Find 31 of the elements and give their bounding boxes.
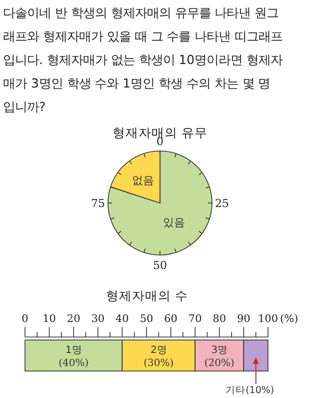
text: 다솔이네 반 학생의 형제자매의 유무를 나타낸 원그 [3,5,279,20]
x-tick-label: 10 [42,313,56,325]
data-label: (40%) [58,358,89,369]
x-tick-label: 100 [258,313,278,325]
data-label: (20%) [204,358,235,369]
x-tick-label: 60 [164,313,178,325]
series-label: 2명 [150,345,167,356]
text: 입니까? [3,99,46,114]
x-tick-label: 50 [140,313,154,325]
data-label: (30%) [144,358,174,369]
x-tick-label: 20 [66,313,80,325]
slice-label: 있음 [162,216,185,229]
text: 75 [91,197,105,210]
text: 50 [153,259,167,272]
x-tick-label: 70 [188,313,202,325]
series-label: 3명 [211,345,228,356]
x-axis-title: (%) [280,313,298,325]
chart-title: 형제자매의 수 [106,288,188,303]
legend-label: 없음 [132,174,154,187]
x-tick-label: 30 [91,313,105,325]
x-tick-label: 90 [237,313,250,325]
series-label: 1명 [65,345,82,356]
text: 입니다. 형제자매가 없는 학생이 10명이라면 형제자 [3,52,282,67]
text: 기타(10%) [226,385,274,396]
text: 래프와 형제자매가 있을 때 그 수를 나타낸 띠그래프 [3,28,283,44]
text: 25 [215,197,229,210]
text: 매가 3명인 학생 수와 1명인 학생 수의 차는 몇 명 [3,76,270,90]
x-tick-label: 80 [212,313,226,325]
x-tick-label: 0 [22,313,28,325]
pie-slice [108,150,212,256]
x-tick-label: 40 [116,313,129,325]
